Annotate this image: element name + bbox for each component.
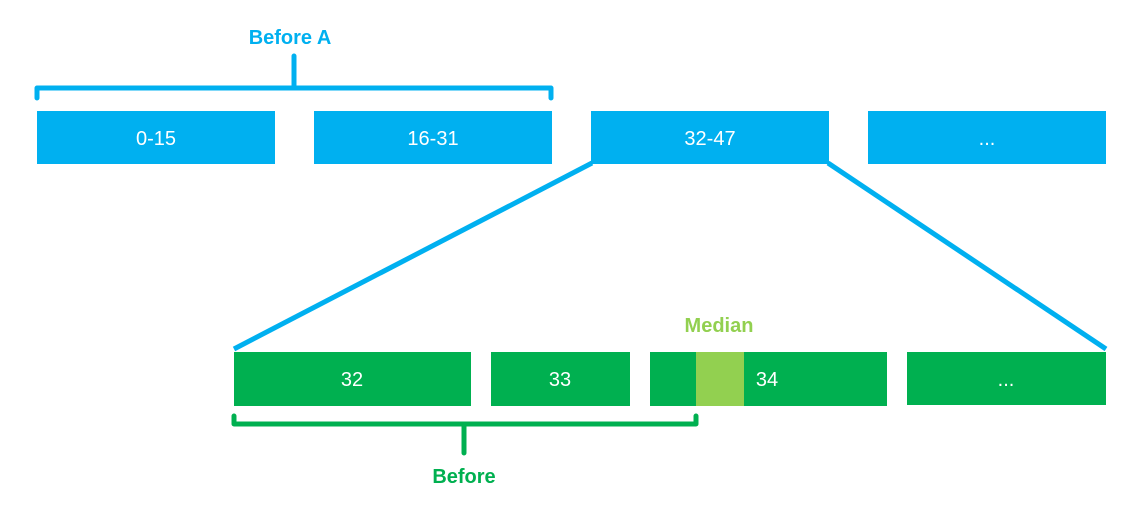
bottom-bucket-label: 34	[756, 369, 778, 391]
bottom-bucket-label: ...	[998, 369, 1015, 391]
top-bucket-selected: 32-47	[591, 111, 829, 164]
before-bracket	[231, 413, 699, 456]
bottom-bucket-box	[234, 352, 471, 406]
top-bucket-label: ...	[979, 128, 996, 150]
top-bucket-box	[868, 111, 1106, 164]
bottom-bucket-label: 33	[549, 369, 571, 391]
bottom-bucket: 32	[234, 352, 471, 406]
median-highlight	[696, 352, 744, 406]
median-label: Median	[685, 315, 754, 337]
top-bucket-label: 0-15	[136, 128, 176, 150]
before-a-bracket	[34, 53, 554, 101]
top-bucket-box	[314, 111, 552, 164]
top-bucket: 0-15	[37, 111, 275, 164]
zoom-line-left	[232, 160, 594, 352]
top-bucket-label: 32-47	[684, 128, 735, 150]
top-bucket: 16-31	[314, 111, 552, 164]
zoom-line-right	[826, 160, 1108, 352]
bottom-bucket: 33	[491, 352, 630, 406]
bottom-bucket-box	[907, 352, 1106, 405]
top-bucket: ...	[868, 111, 1106, 164]
bottom-bucket-median: 34	[650, 352, 887, 406]
bottom-bucket-box	[650, 352, 887, 406]
top-bucket-box	[591, 111, 829, 164]
bottom-bucket: ...	[907, 352, 1106, 405]
bottom-bucket-label: 32	[341, 369, 363, 391]
before-a-label: Before A	[249, 27, 332, 49]
before-label: Before	[432, 466, 495, 488]
top-bucket-label: 16-31	[407, 128, 458, 150]
bottom-bucket-box	[491, 352, 630, 406]
top-bucket-box	[37, 111, 275, 164]
